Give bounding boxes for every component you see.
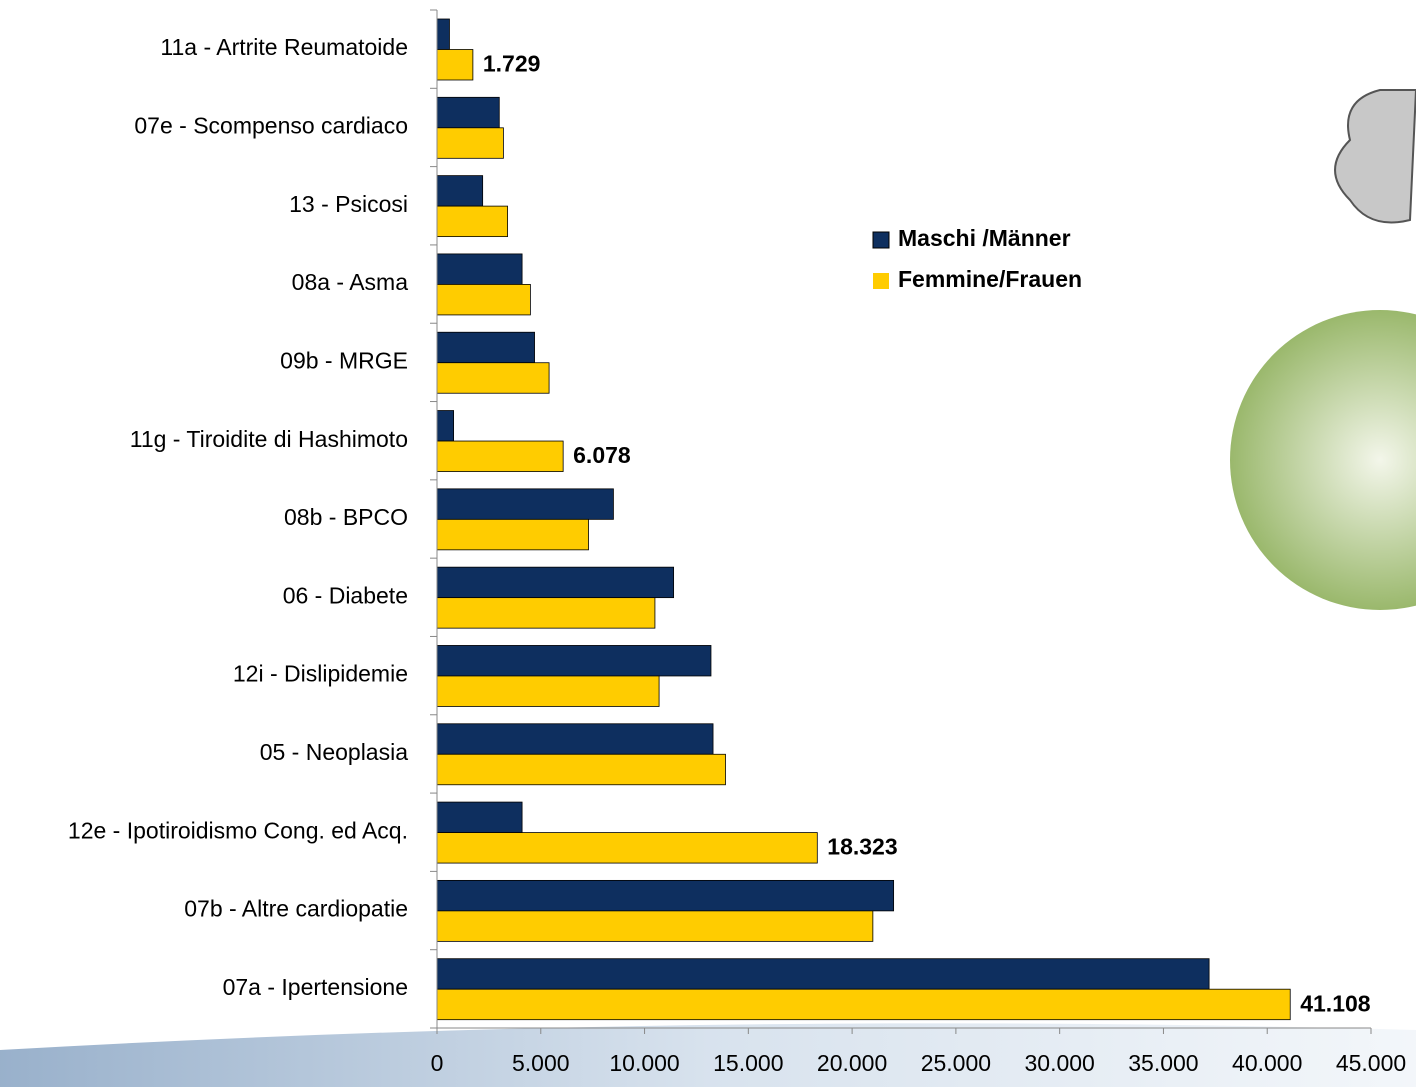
legend-label: Maschi /Männer [898,225,1071,251]
y-tick-label: 07b - Altre cardiopatie [184,896,408,922]
bar [436,675,660,707]
x-tick-label: 25.000 [921,1050,991,1076]
bar [436,284,531,316]
bar [436,440,564,472]
legend-swatch [873,273,889,289]
bar [436,362,550,394]
y-tick-label: 09b - MRGE [280,347,408,373]
background-swoosh [0,1023,1416,1087]
bar [436,175,484,207]
bar [436,331,535,364]
bar [436,205,508,238]
y-tick-label: 12i - Dislipidemie [233,661,408,687]
legend-label: Femmine/Frauen [898,266,1082,292]
y-tick-label: 05 - Neoplasia [260,739,409,765]
bar [436,879,895,912]
bar [436,127,504,159]
y-tick-label: 06 - Diabete [283,582,408,608]
x-tick-label: 45.000 [1336,1050,1406,1076]
y-tick-label: 11g - Tiroidite di Hashimoto [130,426,408,452]
y-tick-label: 07e - Scompenso cardiaco [134,113,408,139]
bar [436,488,614,520]
bar [436,988,1291,1021]
bar [436,753,726,786]
x-tick-label: 0 [431,1050,444,1076]
x-tick-label: 35.000 [1128,1050,1198,1076]
y-tick-label: 07a - Ipertensione [223,974,408,1000]
bar [436,801,523,833]
legend-swatch [872,231,890,249]
bar [436,597,656,629]
bar [436,832,818,864]
x-tick-label: 5.000 [512,1050,570,1076]
y-tick-label: 08a - Asma [292,269,409,295]
y-tick-label: 13 - Psicosi [289,191,408,217]
bar [436,518,589,551]
x-tick-label: 15.000 [713,1050,783,1076]
bar [436,910,874,942]
x-tick-label: 20.000 [817,1050,887,1076]
y-tick-label: 11a - Artrite Reumatoide [160,34,408,60]
x-tick-label: 40.000 [1232,1050,1302,1076]
y-tick-label: 08b - BPCO [284,504,408,530]
data-label: 1.729 [483,51,541,77]
bar [436,49,474,81]
data-label: 41.108 [1300,990,1371,1016]
data-label: 18.323 [827,834,897,860]
data-label: 6.078 [573,442,631,468]
y-tick-label: 12e - Ipotiroidismo Cong. ed Acq. [68,817,408,843]
bar [436,410,455,442]
bar [436,723,714,755]
decorative-cloud [1334,89,1416,224]
x-tick-label: 30.000 [1024,1050,1094,1076]
bar [436,958,1210,990]
bar [436,96,500,129]
bar [436,566,675,599]
decorative-illustration [1230,310,1416,610]
bar [436,645,712,677]
bar [436,18,450,50]
bar [436,253,523,285]
x-tick-label: 10.000 [609,1050,679,1076]
